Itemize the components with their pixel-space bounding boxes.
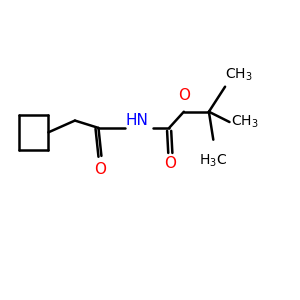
Text: CH$_3$: CH$_3$ [231,114,259,130]
Text: O: O [178,88,190,103]
Text: H$_3$C: H$_3$C [199,153,227,169]
Text: O: O [94,162,106,177]
Text: O: O [164,156,176,171]
Text: HN: HN [125,113,148,128]
Text: CH$_3$: CH$_3$ [225,67,253,83]
